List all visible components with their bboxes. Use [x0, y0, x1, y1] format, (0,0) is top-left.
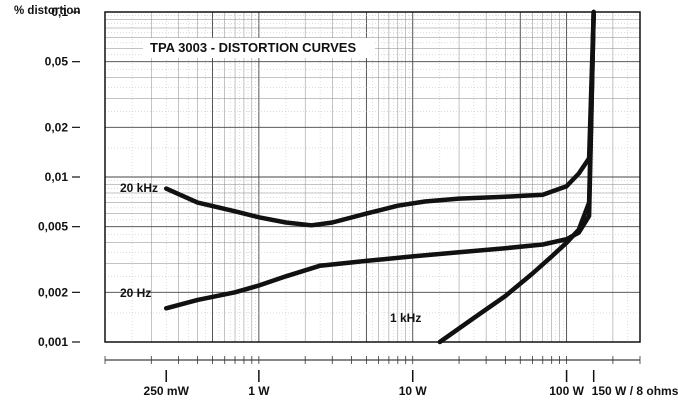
chart-curves	[163, 9, 596, 345]
x-tick-label: 1 W	[248, 384, 270, 398]
series-label: 20 Hz	[120, 286, 151, 300]
x-tick-label: 10 W	[399, 384, 428, 398]
y-tick-label: 0,02	[45, 120, 69, 134]
y-tick-label: 0,01	[45, 170, 69, 184]
series-label: 20 kHz	[120, 181, 158, 195]
series-labels: 20 kHz 20 Hz 1 kHz	[120, 181, 421, 325]
x-axis-ticks: 250 mW 1 W 10 W 100 W 150 W / 8 ohms	[105, 359, 678, 398]
chart-grid	[104, 11, 641, 343]
y-axis-label: % distortion	[14, 5, 80, 17]
series-line-20-khz	[163, 9, 596, 228]
chart-title: TPA 3003 - DISTORTION CURVES	[150, 40, 356, 55]
y-tick-label: 0,005	[38, 220, 68, 234]
y-axis-ticks: 0,1 0,05 0,02 0,01 0,005 0,002 0,001	[38, 5, 80, 349]
chart-title-box: TPA 3003 - DISTORTION CURVES	[143, 38, 375, 58]
series-line-1-khz	[437, 9, 596, 345]
x-tick-label: 100 W	[549, 384, 584, 398]
y-tick-label: 0,002	[38, 285, 68, 299]
y-tick-label: 0,1	[51, 5, 68, 19]
x-axis-minor-labels	[104, 356, 641, 364]
plot-frame	[104, 11, 641, 343]
y-tick-label: 0,001	[38, 335, 68, 349]
y-tick-label: 0,05	[45, 55, 69, 69]
x-tick-label: 250 mW	[144, 384, 190, 398]
series-label: 1 kHz	[390, 311, 421, 325]
x-tick-label: 150 W / 8 ohms	[592, 384, 678, 398]
